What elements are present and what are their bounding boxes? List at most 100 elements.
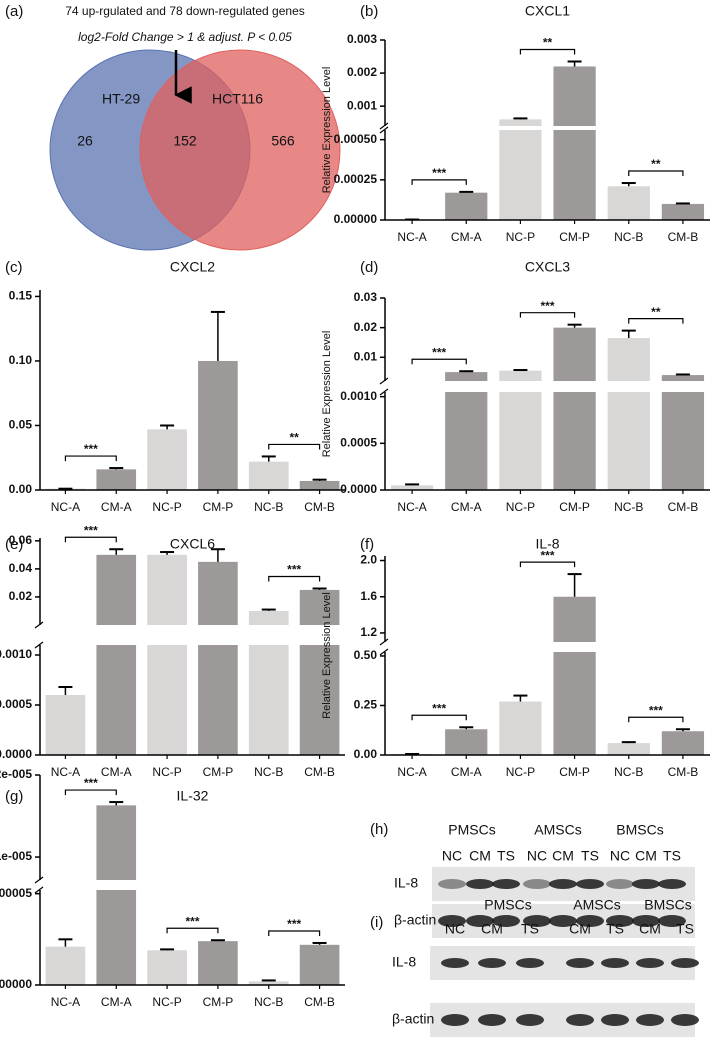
bar (553, 327, 596, 490)
y-tick-label: 0.15 (9, 289, 33, 303)
blot-row-label: β-actin (394, 912, 436, 928)
x-tick-label: NC-B (614, 765, 643, 779)
x-tick-label: CM-P (559, 765, 590, 779)
break-mark (34, 641, 44, 649)
panel-label: (d) (360, 259, 378, 276)
bar (299, 944, 340, 985)
blot-band (516, 958, 544, 968)
panel-label: (e) (5, 536, 23, 553)
bar (661, 731, 705, 755)
x-tick-label: NC-A (397, 765, 426, 779)
panel-label: (f) (360, 536, 374, 553)
blot-band (671, 958, 699, 968)
blot-band (576, 915, 604, 927)
x-tick-label: CM-A (101, 500, 132, 514)
venn-set (139, 49, 341, 251)
bar (445, 729, 488, 755)
blot-band (492, 915, 520, 927)
blot-band (549, 915, 577, 927)
blot-lane: TS (676, 921, 694, 937)
set-name: HCT116 (212, 91, 263, 107)
significance-label: ** (289, 431, 299, 445)
bar (553, 66, 596, 220)
blot-lane: NC (445, 921, 465, 937)
significance-bracket (411, 714, 467, 721)
y-tick-label: 0.25 (354, 698, 378, 712)
x-tick-label: CM-A (451, 765, 482, 779)
break-mark (379, 388, 389, 396)
x-tick-label: NC-P (506, 230, 535, 244)
x-tick-label: NC-B (614, 500, 643, 514)
significance-label: *** (84, 776, 98, 790)
blot-band (466, 879, 494, 889)
blot-band (632, 915, 660, 927)
break-mark (34, 886, 44, 894)
y-axis-label: Relative Expression Level (321, 67, 333, 194)
blot-band (632, 879, 660, 889)
venn-subtitle: log2-Fold Change > 1 & adjust. P < 0.05 (78, 30, 292, 44)
significance-label: *** (649, 703, 663, 717)
y-tick-label: 0.06 (9, 533, 33, 547)
significance-label: *** (287, 563, 301, 577)
blot-group: PMSCs (448, 822, 495, 838)
blot-lane: CM (635, 848, 657, 864)
x-tick-label: CM-P (203, 765, 234, 779)
y-axis-label: Relative Expression Level (321, 592, 333, 719)
blot-lane: TS (521, 921, 539, 937)
significance-label: *** (432, 166, 446, 180)
blot-band (478, 958, 506, 968)
venn-count: 152 (173, 133, 197, 149)
y-tick-label: 0.02 (9, 589, 33, 603)
bar (661, 203, 705, 220)
significance-label: *** (432, 345, 446, 359)
bar (248, 461, 289, 490)
bar (445, 192, 488, 220)
x-tick-label: NC-A (397, 230, 426, 244)
significance-bracket (64, 455, 117, 462)
panel-label: (i) (370, 914, 383, 931)
significance-label: *** (540, 548, 554, 562)
bar (96, 469, 137, 490)
panel-label: (b) (360, 3, 378, 20)
panel-label: (a) (5, 3, 23, 20)
blot-lane: TS (663, 848, 681, 864)
y-tick-label: 0.00 (9, 482, 33, 496)
x-tick-label: NC-P (152, 500, 181, 514)
bar (198, 360, 238, 490)
x-tick-label: CM-A (451, 500, 482, 514)
blot-band (606, 879, 634, 889)
break-mark (34, 621, 44, 629)
bar (198, 561, 238, 755)
y-tick-label: 0.00050 (334, 132, 378, 146)
y-tick-label: 1.6 (360, 589, 377, 603)
axis-break (373, 642, 712, 652)
significance-bracket (411, 179, 467, 185)
blot-band (478, 1014, 506, 1026)
blot-band (438, 879, 466, 889)
blot-lane: CM (469, 848, 491, 864)
significance-label: ** (651, 157, 661, 171)
x-tick-label: CM-A (451, 230, 482, 244)
blot-band (636, 958, 664, 968)
blot-lane: CM (552, 848, 574, 864)
x-tick-label: NC-B (254, 995, 283, 1009)
set-name: HT-29 (102, 91, 140, 107)
blot-lane: TS (497, 848, 515, 864)
blot-row-label: β-actin (392, 1011, 434, 1027)
blot-group: AMSCs (534, 822, 581, 838)
y-axis-label: Relative Expression Level (321, 331, 333, 458)
blot-band (658, 915, 686, 927)
y-tick-label: 0.00025 (334, 172, 378, 186)
venn-title: 74 up-rgulated and 78 down-regulated gen… (65, 4, 305, 18)
blot-band (492, 879, 520, 889)
blot-band (549, 879, 577, 889)
x-tick-label: NC-B (254, 765, 283, 779)
x-tick-label: CM-B (304, 500, 335, 514)
significance-bracket (628, 318, 684, 324)
chart-title: CXCL2 (170, 259, 215, 275)
blot-band (601, 958, 629, 968)
x-tick-label: CM-A (101, 995, 132, 1009)
blot-lane: CM (569, 921, 591, 937)
